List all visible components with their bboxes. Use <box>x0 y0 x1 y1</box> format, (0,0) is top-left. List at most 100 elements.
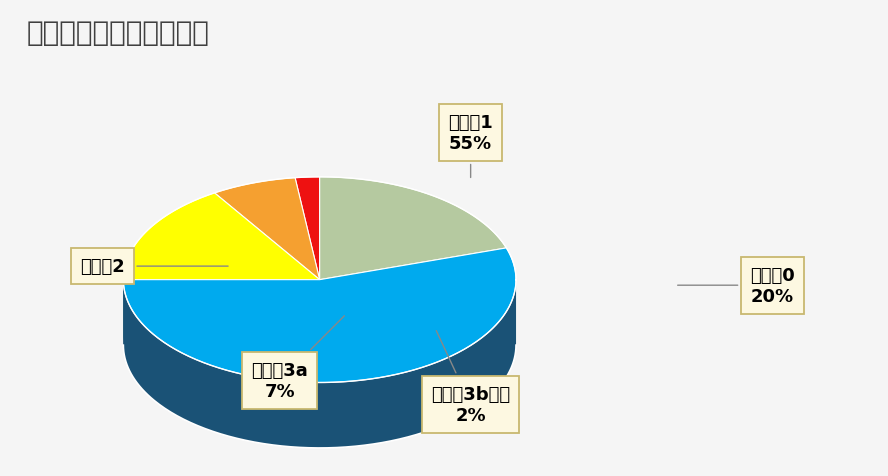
Polygon shape <box>314 383 318 448</box>
Polygon shape <box>203 363 206 429</box>
Text: レベル3b以上
2%: レベル3b以上 2% <box>431 331 511 424</box>
Polygon shape <box>444 358 447 425</box>
Polygon shape <box>400 373 404 439</box>
Polygon shape <box>155 336 156 403</box>
Polygon shape <box>416 368 419 435</box>
Polygon shape <box>123 248 516 383</box>
Polygon shape <box>164 343 167 410</box>
Polygon shape <box>338 382 342 447</box>
Text: レベル1
55%: レベル1 55% <box>448 114 493 178</box>
Polygon shape <box>329 383 332 448</box>
Polygon shape <box>462 350 464 416</box>
Polygon shape <box>441 359 444 426</box>
Polygon shape <box>153 334 155 401</box>
Polygon shape <box>163 342 164 408</box>
Polygon shape <box>439 360 441 427</box>
Polygon shape <box>169 346 171 412</box>
Polygon shape <box>487 333 488 399</box>
Polygon shape <box>245 375 249 441</box>
Polygon shape <box>187 356 190 423</box>
Polygon shape <box>274 380 278 446</box>
Polygon shape <box>209 365 212 431</box>
Polygon shape <box>180 352 183 419</box>
Polygon shape <box>494 327 495 393</box>
Polygon shape <box>288 381 291 447</box>
Polygon shape <box>490 329 492 397</box>
Polygon shape <box>133 312 134 378</box>
Polygon shape <box>449 356 452 422</box>
Polygon shape <box>398 374 400 439</box>
Polygon shape <box>456 352 459 419</box>
Polygon shape <box>173 348 176 415</box>
Polygon shape <box>171 347 173 414</box>
Polygon shape <box>509 307 510 373</box>
Polygon shape <box>352 381 355 446</box>
Polygon shape <box>235 373 239 439</box>
Polygon shape <box>123 280 516 448</box>
Polygon shape <box>508 308 509 375</box>
Polygon shape <box>193 358 195 425</box>
Polygon shape <box>502 317 503 384</box>
Polygon shape <box>404 372 407 438</box>
Polygon shape <box>215 178 320 280</box>
Polygon shape <box>186 355 187 421</box>
Polygon shape <box>140 322 141 388</box>
Polygon shape <box>506 310 508 377</box>
Polygon shape <box>475 341 477 408</box>
Polygon shape <box>308 383 312 448</box>
Polygon shape <box>284 381 288 446</box>
Polygon shape <box>496 323 498 390</box>
Polygon shape <box>464 348 466 415</box>
Polygon shape <box>255 377 258 443</box>
Polygon shape <box>431 364 433 430</box>
Polygon shape <box>178 351 180 417</box>
Polygon shape <box>145 327 147 393</box>
Polygon shape <box>239 374 242 440</box>
Polygon shape <box>349 381 352 447</box>
Polygon shape <box>428 365 431 431</box>
Polygon shape <box>249 376 251 442</box>
Polygon shape <box>388 376 392 442</box>
Polygon shape <box>378 377 382 443</box>
Polygon shape <box>455 354 456 420</box>
Polygon shape <box>305 382 308 448</box>
Polygon shape <box>376 378 378 444</box>
Polygon shape <box>139 320 140 387</box>
Polygon shape <box>362 380 366 446</box>
Polygon shape <box>183 354 186 420</box>
Polygon shape <box>294 382 297 447</box>
Polygon shape <box>167 345 169 411</box>
Polygon shape <box>382 377 385 443</box>
Polygon shape <box>504 313 505 380</box>
Polygon shape <box>342 382 345 447</box>
Polygon shape <box>267 379 271 445</box>
Polygon shape <box>218 368 220 434</box>
Polygon shape <box>479 338 481 405</box>
Polygon shape <box>501 318 502 385</box>
Polygon shape <box>355 381 359 446</box>
Polygon shape <box>131 310 133 377</box>
Polygon shape <box>366 379 369 445</box>
Polygon shape <box>156 337 159 404</box>
Text: レベル2: レベル2 <box>80 258 228 276</box>
Polygon shape <box>481 337 483 404</box>
Polygon shape <box>151 333 153 399</box>
Polygon shape <box>483 336 485 402</box>
Polygon shape <box>413 369 416 436</box>
Polygon shape <box>149 331 151 398</box>
Polygon shape <box>488 331 490 398</box>
Polygon shape <box>369 379 372 445</box>
Polygon shape <box>492 328 494 395</box>
Polygon shape <box>312 383 314 448</box>
Polygon shape <box>321 383 325 448</box>
Polygon shape <box>159 339 161 406</box>
Polygon shape <box>143 325 145 392</box>
Polygon shape <box>372 378 376 444</box>
Polygon shape <box>297 382 301 447</box>
Polygon shape <box>471 344 473 411</box>
Polygon shape <box>503 315 504 382</box>
Polygon shape <box>190 357 193 424</box>
Polygon shape <box>195 359 198 426</box>
Polygon shape <box>424 366 428 432</box>
Polygon shape <box>226 370 230 436</box>
